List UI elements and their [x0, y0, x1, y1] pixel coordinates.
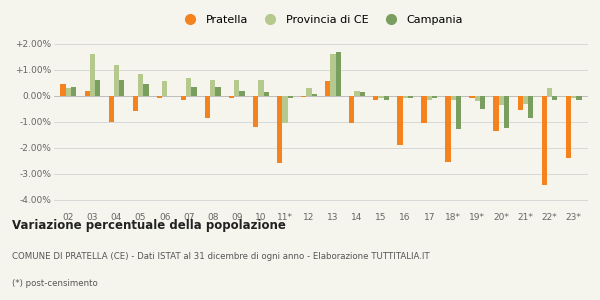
Bar	[258, 80, 263, 96]
Bar	[234, 80, 239, 96]
Bar	[379, 96, 384, 98]
Text: Variazione percentuale della popolazione: Variazione percentuale della popolazione	[12, 219, 286, 232]
Bar	[287, 96, 293, 98]
Bar	[469, 96, 475, 98]
Bar	[109, 96, 114, 122]
Bar	[421, 96, 427, 123]
Bar	[61, 84, 66, 96]
Bar	[253, 96, 258, 127]
Bar	[191, 87, 197, 96]
Bar	[90, 54, 95, 96]
Bar	[480, 96, 485, 109]
Bar	[499, 96, 504, 105]
Bar	[307, 88, 311, 96]
Bar	[403, 96, 408, 98]
Bar	[528, 96, 533, 118]
Bar	[408, 96, 413, 98]
Bar	[576, 96, 581, 100]
Bar	[138, 74, 143, 96]
Bar	[427, 96, 432, 100]
Bar	[335, 52, 341, 96]
Bar	[239, 91, 245, 96]
Bar	[215, 87, 221, 96]
Bar	[301, 96, 307, 97]
Bar	[518, 96, 523, 110]
Bar	[114, 64, 119, 96]
Bar	[475, 96, 480, 101]
Bar	[263, 92, 269, 96]
Bar	[181, 96, 186, 100]
Bar	[325, 81, 331, 96]
Bar	[547, 88, 552, 96]
Bar	[186, 78, 191, 96]
Bar	[552, 96, 557, 100]
Bar	[373, 96, 379, 100]
Text: COMUNE DI PRATELLA (CE) - Dati ISTAT al 31 dicembre di ogni anno - Elaborazione : COMUNE DI PRATELLA (CE) - Dati ISTAT al …	[12, 252, 430, 261]
Bar	[571, 96, 576, 98]
Bar	[542, 96, 547, 185]
Bar	[445, 96, 451, 162]
Bar	[66, 88, 71, 96]
Bar	[456, 96, 461, 130]
Bar	[384, 96, 389, 100]
Bar	[71, 87, 76, 96]
Bar	[349, 96, 355, 123]
Bar	[331, 54, 335, 96]
Bar	[355, 91, 360, 96]
Bar	[311, 94, 317, 96]
Bar	[282, 96, 287, 123]
Bar	[451, 96, 456, 100]
Bar	[493, 96, 499, 131]
Legend: Pratella, Provincia di CE, Campania: Pratella, Provincia di CE, Campania	[175, 10, 467, 29]
Bar	[210, 80, 215, 96]
Bar	[504, 96, 509, 128]
Bar	[277, 96, 282, 163]
Text: (*) post-censimento: (*) post-censimento	[12, 279, 98, 288]
Bar	[85, 91, 90, 96]
Bar	[523, 96, 528, 104]
Bar	[397, 96, 403, 145]
Bar	[143, 84, 149, 96]
Bar	[432, 96, 437, 98]
Bar	[162, 81, 167, 96]
Bar	[157, 96, 162, 98]
Bar	[229, 96, 234, 98]
Bar	[360, 92, 365, 96]
Bar	[95, 80, 100, 96]
Bar	[133, 96, 138, 111]
Bar	[205, 96, 210, 118]
Bar	[119, 80, 124, 96]
Bar	[566, 96, 571, 158]
